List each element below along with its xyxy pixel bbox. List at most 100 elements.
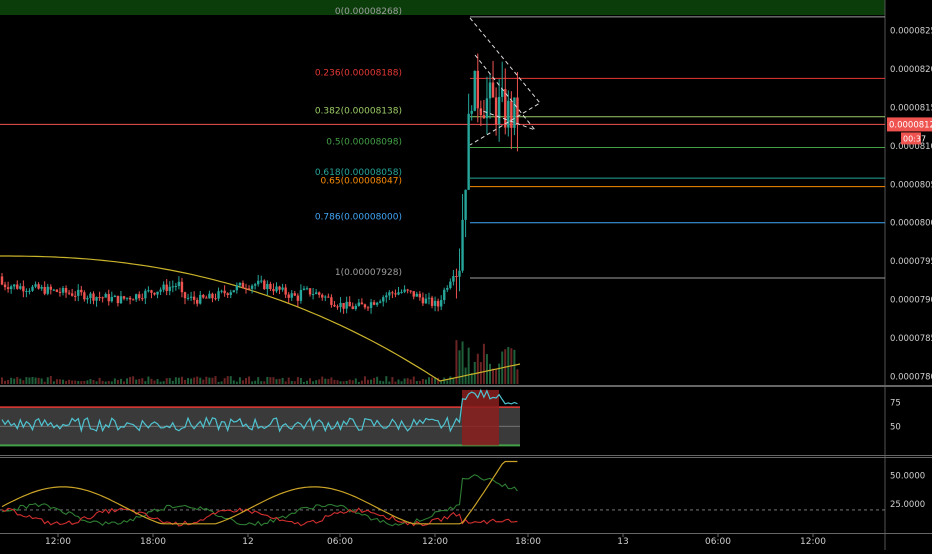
candle-body [122, 296, 126, 299]
candle-body [385, 295, 388, 298]
candle-body [497, 96, 501, 125]
time-tick-label: 13 [617, 537, 628, 547]
volume-bar [147, 376, 150, 384]
volume-bar [92, 379, 95, 384]
candle-body [162, 284, 165, 290]
candle-body [287, 294, 290, 298]
volume-bar [440, 381, 443, 384]
candle-body [244, 288, 248, 290]
volume-bar [260, 381, 263, 384]
fib-level-label: 0.5(0.00008098) [326, 137, 402, 147]
candle-body [232, 290, 235, 293]
volume-bar [409, 379, 412, 384]
candle-body [293, 293, 296, 296]
volume-bar [144, 381, 147, 384]
volume-bar [385, 376, 388, 384]
volume-bar [443, 377, 446, 384]
volume-bar [101, 380, 104, 384]
rsi-tick-label: 50 [890, 422, 901, 432]
candle-body [482, 115, 486, 119]
volume-bar [135, 379, 138, 384]
candle-body [275, 286, 278, 292]
volume-bar [153, 380, 156, 384]
dmi-tick-label: 25.0000 [890, 500, 925, 510]
candle-body [180, 281, 184, 293]
volume-bar [418, 380, 421, 384]
candle-body [318, 292, 321, 295]
volume-bar [229, 376, 232, 384]
candle-body [324, 296, 327, 298]
volume-bar [281, 377, 284, 384]
time-tick-label: 12:00 [422, 537, 448, 547]
volume-bar [238, 377, 241, 384]
candle-body [0, 276, 4, 285]
candle-body [440, 300, 443, 307]
volume-bar [431, 377, 434, 384]
candle-body [183, 292, 187, 299]
volume-bar [376, 376, 379, 384]
candle-body [351, 306, 354, 309]
candle-body [16, 284, 19, 289]
candle-body [281, 287, 284, 290]
candle-body [43, 286, 46, 294]
candle-body [80, 289, 83, 293]
candle-body [135, 294, 138, 300]
fib-level-label: 0(0.00008268) [335, 7, 402, 17]
candle-body [110, 296, 113, 302]
candle-body [336, 306, 339, 308]
candle-body [217, 291, 220, 299]
candle-body [214, 298, 217, 300]
candle-body [131, 299, 135, 301]
candle-body [366, 307, 370, 309]
volume-bar [351, 380, 354, 384]
volume-bar [232, 380, 235, 384]
candle-body [348, 301, 351, 307]
candle-body [196, 299, 199, 304]
candle-body [418, 293, 422, 298]
candle-body [250, 285, 254, 289]
candle-body [9, 286, 13, 290]
candle-body [311, 294, 315, 296]
volume-bar [391, 377, 394, 384]
candle-body [403, 289, 406, 292]
candle-body [272, 289, 275, 292]
volume-bar [272, 377, 275, 384]
candle-body [339, 302, 342, 308]
candle-body [55, 289, 59, 292]
candle-body [52, 289, 56, 291]
candle-body [266, 283, 269, 290]
candle-body [485, 98, 489, 119]
rsi-overbought-highlight [462, 389, 499, 446]
volume-bar [199, 377, 202, 384]
volume-bar [71, 380, 74, 384]
time-tick-label: 18:00 [140, 537, 166, 547]
volume-bar [293, 381, 296, 384]
volume-bar [254, 380, 257, 384]
candle-body [86, 297, 89, 300]
volume-bar [370, 379, 373, 384]
candle-body [171, 286, 174, 288]
volume-bar [10, 377, 13, 384]
fib-level-label: 0.786(0.00008000) [315, 213, 402, 223]
volume-bar [495, 369, 498, 384]
volume-bar [452, 378, 455, 384]
volume-bar [46, 377, 49, 384]
volume-bar [202, 379, 205, 384]
volume-bar [299, 377, 302, 384]
candle-body [400, 291, 403, 293]
candle-body [394, 293, 397, 295]
countdown-label: 00:37 [903, 134, 926, 143]
fib-level-label: 1(0.00007928) [335, 268, 402, 278]
candle-body [443, 289, 446, 301]
volume-bar [83, 380, 86, 384]
volume-bar [513, 349, 516, 384]
candle-body [205, 297, 208, 299]
candle-body [107, 294, 110, 302]
volume-bar [226, 376, 229, 384]
candle-body [501, 89, 504, 97]
volume-bar [360, 380, 363, 384]
candle-body [476, 70, 479, 109]
candle-body [470, 110, 473, 114]
